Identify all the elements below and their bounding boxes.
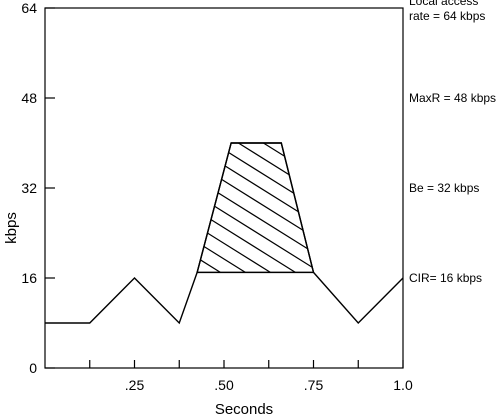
hatch-line <box>338 143 500 272</box>
y-tick-label: 64 <box>21 0 37 16</box>
y-tick-label: 0 <box>29 360 37 376</box>
x-tick-label: .50 <box>214 377 234 393</box>
hatch-line <box>197 143 314 273</box>
labels: 0 16 32 48 64 .25 .50 .75 1.0 Seconds kbps Local ac… <box>3 0 496 418</box>
hatched-region <box>0 142 500 274</box>
hatch-line <box>413 143 500 272</box>
hatch-line <box>197 143 296 273</box>
axes <box>44 7 404 369</box>
y-axis-title: kbps <box>3 212 20 244</box>
y-tick-label: 48 <box>21 90 37 106</box>
hatch-line <box>388 143 500 272</box>
hatch-line <box>197 143 314 273</box>
traffic-line <box>45 142 404 325</box>
hatch-line <box>197 143 314 273</box>
hatch-line <box>197 143 271 273</box>
hatch-line <box>213 143 314 273</box>
hatch-lines <box>0 143 500 273</box>
hatch-line <box>0 143 170 272</box>
annotation-label: CIR= 16 kbps <box>409 271 482 285</box>
hatch-line <box>238 143 314 273</box>
hatch-line <box>438 143 500 272</box>
hatch-line <box>263 143 314 273</box>
hatch-line <box>197 143 314 273</box>
x-tick-label: .75 <box>304 377 324 393</box>
x-tick-label: 1.0 <box>393 377 413 393</box>
hatch-line <box>0 143 195 272</box>
x-axis-title: Seconds <box>215 401 273 418</box>
y-tick-label: 16 <box>21 270 37 286</box>
series-lines <box>45 142 404 325</box>
hatch-line <box>313 143 314 273</box>
annotation-label: Be = 32 kbps <box>409 181 479 195</box>
annotation-label: Local access <box>409 0 478 8</box>
y-tick-label: 32 <box>21 180 37 196</box>
hatch-line <box>197 143 246 273</box>
annotation-label: rate = 64 kbps <box>409 9 485 23</box>
hatch-line <box>0 143 145 272</box>
hatch-line <box>363 143 500 272</box>
x-tick-label: .25 <box>125 377 145 393</box>
hatch-line <box>288 143 314 273</box>
annotation-label: MaxR = 48 kbps <box>409 91 496 105</box>
